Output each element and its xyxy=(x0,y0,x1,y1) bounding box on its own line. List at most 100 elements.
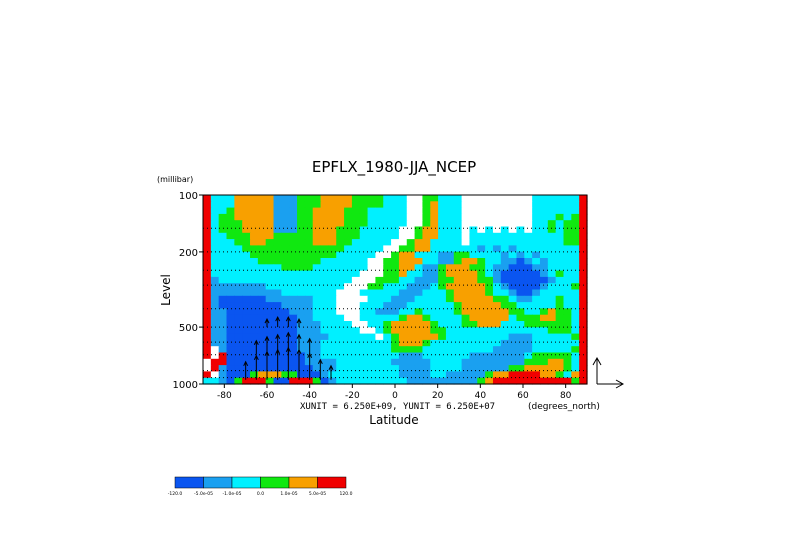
heatmap-cell xyxy=(226,308,235,316)
heatmap-cell xyxy=(539,321,549,328)
heatmap-cell xyxy=(210,321,220,328)
heatmap-cell xyxy=(203,314,212,322)
flux-vector xyxy=(253,339,259,355)
colorbar-swatch xyxy=(260,476,290,489)
heatmap-cell xyxy=(571,207,580,215)
heatmap-cell xyxy=(312,358,322,366)
heatmap-cell xyxy=(391,251,400,259)
heatmap-cell xyxy=(218,270,228,278)
colorbar-swatch xyxy=(231,476,261,489)
heatmap-cell xyxy=(485,295,494,303)
heatmap-cell xyxy=(242,276,251,284)
heatmap-cell xyxy=(351,346,361,354)
heatmap-cell xyxy=(532,245,541,253)
heatmap-cell xyxy=(320,258,329,265)
heatmap-cell xyxy=(461,283,471,291)
heatmap-cell xyxy=(430,358,439,366)
heatmap-cell xyxy=(453,283,463,291)
heatmap-cell xyxy=(203,201,212,209)
heatmap-cell xyxy=(579,333,588,341)
flux-vector xyxy=(264,317,270,328)
heatmap-cell xyxy=(242,314,251,322)
heatmap-cell xyxy=(367,201,377,209)
heatmap-cell xyxy=(532,232,541,240)
heatmap-cell xyxy=(508,314,518,322)
heatmap-cell xyxy=(477,226,486,234)
heatmap-cell xyxy=(336,258,345,265)
heatmap-cell xyxy=(367,358,377,366)
heatmap-cell xyxy=(453,270,463,278)
heatmap-cell xyxy=(336,314,345,322)
heatmap-cell xyxy=(532,251,541,259)
heatmap-cell xyxy=(336,239,345,246)
heatmap-cell xyxy=(485,289,494,297)
heatmap-cell xyxy=(226,213,235,221)
heatmap-cell xyxy=(320,195,329,202)
heatmap-cell xyxy=(242,195,251,202)
colorbar-swatch xyxy=(317,476,347,489)
heatmap-cell xyxy=(289,346,298,354)
heatmap-cell xyxy=(281,314,290,322)
heatmap-cell xyxy=(414,346,424,354)
heatmap-cell xyxy=(203,220,212,228)
heatmap-cell xyxy=(461,239,471,246)
heatmap-cell xyxy=(203,371,212,379)
heatmap-cell xyxy=(234,232,243,240)
heatmap-cell xyxy=(453,245,463,253)
heatmap-cell xyxy=(414,352,424,360)
heatmap-cell xyxy=(555,371,565,379)
heatmap-cell xyxy=(438,314,447,322)
heatmap-cell xyxy=(265,283,275,291)
heatmap-cell xyxy=(391,308,400,316)
heatmap-cell xyxy=(281,264,290,272)
heatmap-cell xyxy=(328,213,337,221)
heatmap-cell xyxy=(492,226,502,234)
heatmap-cell xyxy=(289,333,298,341)
heatmap-cell xyxy=(469,270,478,278)
colorbar-label: 0.0 xyxy=(257,491,264,497)
colorbar-swatch xyxy=(174,476,204,489)
y-tick-label: 500 xyxy=(179,323,198,334)
heatmap-cell xyxy=(328,358,337,366)
heatmap-cell xyxy=(406,327,416,335)
heatmap-cell xyxy=(367,232,377,240)
heatmap-cell xyxy=(461,302,471,309)
heatmap-cell xyxy=(367,314,377,322)
heatmap-cell xyxy=(351,352,361,360)
heatmap-cell xyxy=(579,226,588,234)
heatmap-cell xyxy=(445,258,455,265)
heatmap-cell xyxy=(461,295,471,303)
colorbar-label: -1.0e-05 xyxy=(223,491,242,497)
heatmap-cell xyxy=(210,195,220,202)
heatmap-cell xyxy=(406,239,416,246)
heatmap-cell xyxy=(438,352,447,360)
heatmap-cell xyxy=(297,321,306,328)
heatmap-cell xyxy=(367,327,377,335)
heatmap-cell xyxy=(492,314,502,322)
heatmap-cell xyxy=(218,321,228,328)
heatmap-cell xyxy=(265,371,275,379)
heatmap-cell xyxy=(422,295,431,303)
heatmap-cell xyxy=(579,321,588,328)
heatmap-cell xyxy=(250,201,259,209)
heatmap-cell xyxy=(273,264,282,272)
heatmap-cell xyxy=(414,226,424,234)
heatmap-cell xyxy=(304,327,314,335)
heatmap-cell xyxy=(563,251,572,259)
heatmap-cell xyxy=(320,232,329,240)
heatmap-cell xyxy=(344,226,353,234)
heatmap-cell xyxy=(414,239,424,246)
heatmap-cell xyxy=(492,327,502,335)
heatmap-cell xyxy=(304,333,314,341)
heatmap-cell xyxy=(571,321,580,328)
heatmap-cell xyxy=(359,295,369,303)
heatmap-cell xyxy=(445,245,455,253)
heatmap-cell xyxy=(265,302,275,309)
heatmap-cell xyxy=(312,283,322,291)
heatmap-cell xyxy=(367,251,377,259)
heatmap-cell xyxy=(414,302,424,309)
heatmap-cell xyxy=(312,239,322,246)
heatmap-cell xyxy=(508,270,518,278)
flux-vector xyxy=(307,337,313,355)
heatmap-cell xyxy=(524,371,533,379)
